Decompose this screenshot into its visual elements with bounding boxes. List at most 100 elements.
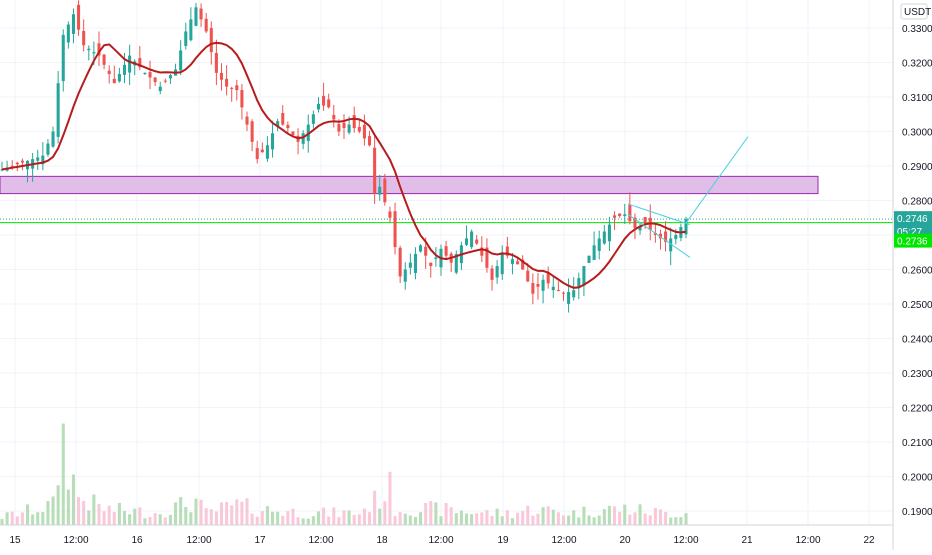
volume-bar	[444, 502, 448, 525]
candle-body	[250, 121, 254, 142]
candle-body	[235, 85, 239, 91]
volume-bar	[378, 508, 382, 525]
candle-body	[194, 7, 198, 26]
candle-body	[587, 255, 591, 263]
volume-bar	[71, 474, 75, 525]
volume-bar	[5, 512, 9, 525]
volume-bar	[179, 497, 183, 525]
candle-body	[531, 283, 535, 294]
volume-bar	[475, 513, 479, 525]
volume-bar	[613, 506, 617, 525]
candle-body	[664, 231, 668, 242]
candle-body	[204, 18, 208, 32]
candle-body	[51, 131, 55, 147]
volume-bar	[393, 516, 397, 525]
y-tick-label: 0.3300	[902, 24, 932, 35]
volume-bar	[276, 511, 280, 525]
candle-body	[214, 53, 218, 73]
candle-body	[337, 124, 341, 132]
volume-bar	[653, 507, 657, 525]
x-tick-label: 16	[131, 535, 143, 546]
volume-bar	[429, 501, 433, 525]
candle-body	[526, 270, 530, 282]
candle-body	[618, 213, 622, 217]
volume-bar	[480, 512, 484, 525]
volume-bar	[133, 508, 137, 525]
x-tick-label: 19	[497, 535, 509, 546]
volume-bar	[174, 502, 178, 525]
candle-body	[434, 257, 438, 259]
candle-body	[148, 72, 152, 78]
volume-bar	[434, 502, 438, 525]
candle-body	[572, 290, 576, 298]
candle-body	[158, 86, 162, 92]
candle-body	[276, 121, 280, 127]
x-tick-label: 12:00	[551, 535, 576, 546]
volume-bar	[209, 509, 213, 525]
y-tick-label: 0.1900	[902, 507, 932, 518]
volume-bar	[607, 505, 611, 525]
volume-bar	[163, 517, 167, 525]
volume-bar	[107, 505, 111, 525]
x-tick-label: 15	[9, 535, 21, 546]
candle-body	[413, 253, 417, 273]
candle-body	[316, 103, 321, 110]
volume-bar	[582, 506, 586, 525]
candle-body	[541, 279, 545, 291]
volume-bar	[77, 497, 81, 525]
volume-bar	[20, 512, 24, 525]
volume-bar	[383, 501, 387, 525]
volume-bars	[0, 423, 688, 525]
volume-bar	[567, 515, 571, 525]
candle-body	[286, 124, 290, 129]
candle-body	[82, 30, 86, 46]
candle-body	[429, 262, 433, 267]
candle-body	[189, 19, 193, 41]
volume-bar	[204, 508, 208, 525]
candle-body	[597, 238, 601, 252]
volume-bar	[230, 505, 234, 525]
candle-body	[577, 278, 581, 288]
candle-body	[179, 50, 183, 71]
volume-bar	[516, 512, 520, 525]
candle-body	[378, 186, 382, 195]
volume-bar	[112, 511, 116, 525]
volume-bar	[291, 508, 295, 525]
volume-bar	[337, 517, 341, 525]
y-tick-label: 0.3000	[902, 128, 932, 139]
candle-body	[556, 289, 560, 291]
volume-bar	[92, 494, 96, 525]
volume-bar	[357, 514, 361, 525]
volume-bar	[408, 515, 412, 525]
wedge-lower-line	[627, 213, 691, 258]
candle-body	[225, 78, 229, 87]
candle-body	[56, 83, 60, 137]
candle-body	[408, 262, 412, 268]
volume-bar	[618, 511, 622, 525]
volume-bar	[214, 511, 218, 525]
volume-bar	[189, 512, 193, 525]
candle-body	[184, 31, 188, 46]
candle-body	[367, 136, 372, 146]
candle-body	[551, 286, 555, 291]
candle-body	[219, 72, 224, 80]
volume-bar	[485, 510, 489, 525]
candle-body	[684, 219, 688, 235]
volume-bar	[413, 516, 417, 525]
volume-bar	[674, 517, 678, 525]
volume-bar	[10, 511, 14, 525]
candle-body	[107, 70, 111, 74]
grid	[0, 0, 893, 525]
volume-bar	[122, 511, 127, 525]
volume-bar	[490, 515, 494, 525]
candle-body	[117, 74, 121, 82]
candle-body	[505, 246, 509, 256]
volume-bar	[158, 514, 162, 525]
volume-bar	[684, 513, 688, 525]
y-tick-label: 0.3200	[902, 59, 932, 70]
resistance-zone	[0, 175, 893, 224]
volume-bar	[301, 518, 305, 525]
volume-bar	[546, 506, 550, 525]
